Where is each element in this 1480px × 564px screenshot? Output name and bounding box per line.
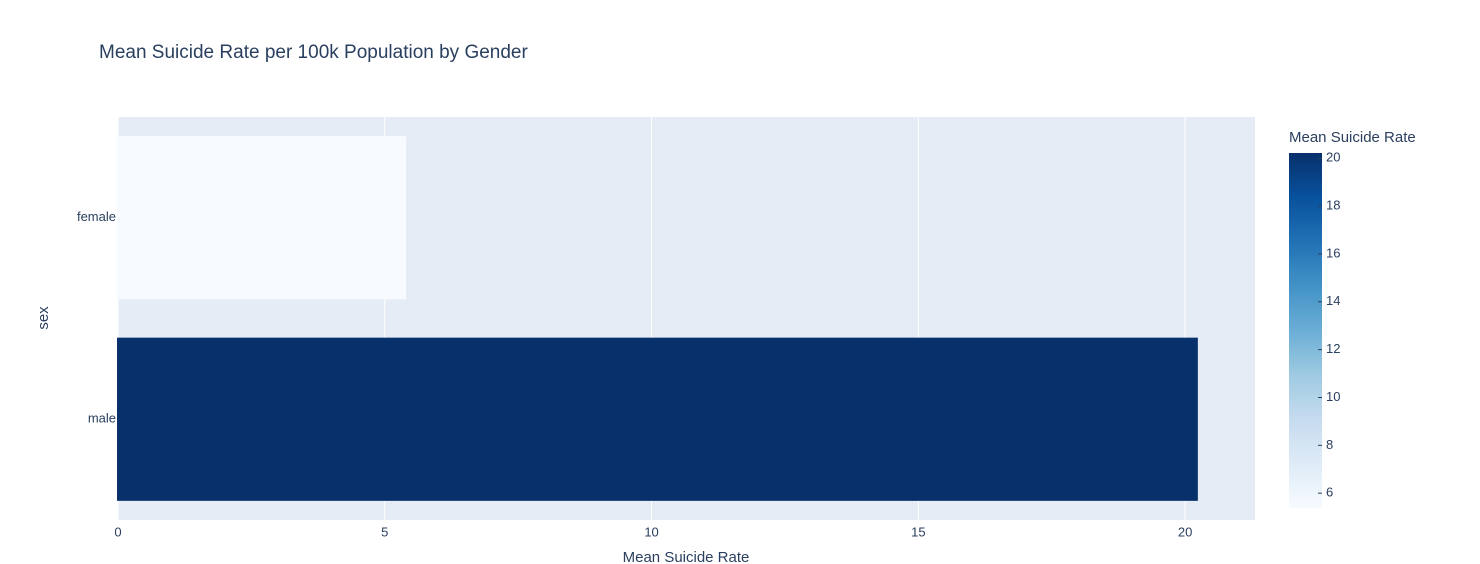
colorbar-tick-label: 18 <box>1326 198 1340 213</box>
colorbar-tick-label: 6 <box>1326 485 1333 500</box>
x-tick-label: 10 <box>644 524 658 539</box>
colorbar-tick-label: 16 <box>1326 245 1340 260</box>
colorbar-tick-label: 14 <box>1326 293 1340 308</box>
colorbar-tick-label: 10 <box>1326 389 1340 404</box>
bar <box>117 136 407 300</box>
y-axis-title: sex <box>35 306 52 330</box>
x-axis-title: Mean Suicide Rate <box>623 549 750 564</box>
colorbar <box>1289 153 1322 508</box>
y-tick-label: female <box>77 209 116 224</box>
x-tick-label: 15 <box>911 524 925 539</box>
bar <box>117 337 1198 501</box>
x-tick-label: 20 <box>1178 524 1192 539</box>
chart-title: Mean Suicide Rate per 100k Population by… <box>99 42 528 63</box>
colorbar-tick-label: 8 <box>1326 437 1333 452</box>
x-tick-label: 5 <box>381 524 388 539</box>
colorbar-tick-label: 12 <box>1326 341 1340 356</box>
colorbar-tick-label: 20 <box>1326 150 1340 165</box>
x-tick-label: 0 <box>114 524 121 539</box>
y-tick-label: male <box>88 411 116 426</box>
colorbar-title: Mean Suicide Rate <box>1289 129 1416 146</box>
